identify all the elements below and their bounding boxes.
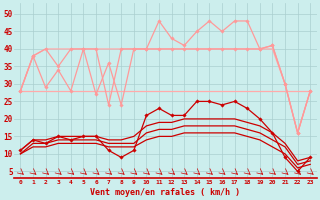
X-axis label: Vent moyen/en rafales ( km/h ): Vent moyen/en rafales ( km/h ) xyxy=(90,188,240,197)
